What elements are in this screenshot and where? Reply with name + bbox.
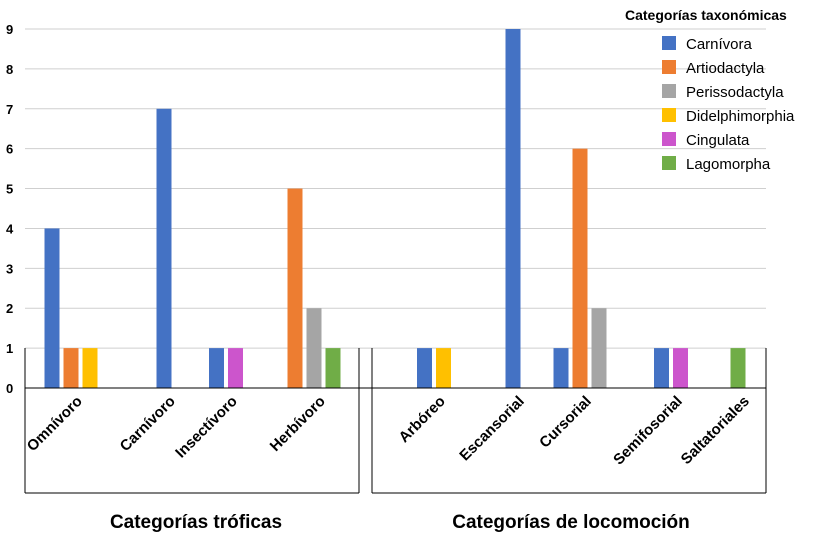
category-label: Herbívoro (267, 393, 329, 455)
y-tick-label: 3 (6, 261, 13, 276)
bar-omnívoro-didelphimorphia (82, 348, 98, 388)
y-tick-label: 6 (6, 142, 13, 157)
y-tick-label: 4 (6, 221, 14, 236)
group-title: Categorías de locomoción (452, 512, 690, 533)
bar-herbívoro-lagomorpha (325, 348, 341, 388)
bar-semifosorial-cingulata (673, 348, 688, 388)
legend-swatch (662, 108, 676, 122)
y-tick-label: 2 (6, 301, 13, 316)
bar-omnívoro-carnívora (44, 228, 60, 388)
bar-insectívoro-cingulata (228, 348, 243, 388)
bar-escansorial-carnívora (505, 29, 521, 388)
y-tick-label: 0 (6, 381, 13, 396)
bar-cursorial-artiodactyla (572, 148, 588, 388)
bar-arbóreo-carnívora (417, 348, 432, 388)
bar-saltatoriales-lagomorpha (730, 348, 746, 388)
category-label: Cursorial (536, 393, 595, 452)
category-label: Semifosorial (610, 393, 686, 469)
bar-semifosorial-carnívora (654, 348, 669, 388)
y-tick-label: 5 (6, 182, 13, 197)
y-tick-label: 7 (6, 102, 13, 117)
category-label: Omnívoro (24, 393, 86, 455)
y-tick-label: 8 (6, 62, 13, 77)
legend-swatch (662, 60, 676, 74)
legend-swatch (662, 132, 676, 146)
bar-cursorial-perissodactyla (591, 308, 607, 388)
legend-swatch (662, 36, 676, 50)
legend-label: Carnívora (686, 36, 753, 53)
category-label: Escansorial (456, 393, 528, 465)
category-label: Arbóreo (396, 393, 449, 446)
legend-label: Lagomorpha (686, 156, 771, 173)
category-label: Insectívoro (172, 393, 241, 462)
y-tick-label: 1 (6, 341, 13, 356)
bar-herbívoro-artiodactyla (287, 188, 303, 388)
legend-swatch (662, 156, 676, 170)
bar-herbívoro-perissodactyla (306, 308, 322, 388)
category-label: Carnívoro (117, 393, 179, 455)
bar-insectívoro-carnívora (209, 348, 224, 388)
bar-arbóreo-didelphimorphia (436, 348, 451, 388)
group-title: Categorías tróficas (110, 512, 282, 533)
legend-swatch (662, 84, 676, 98)
legend-label: Perissodactyla (686, 84, 784, 101)
legend-label: Artiodactyla (686, 60, 765, 77)
legend-title: Categorías taxonómicas (625, 7, 787, 23)
bar-cursorial-carnívora (553, 348, 569, 388)
bar-carnívoro-carnívora (156, 108, 172, 389)
legend-label: Cingulata (686, 132, 750, 149)
bar-omnívoro-artiodactyla (63, 348, 79, 388)
legend-label: Didelphimorphia (686, 108, 795, 125)
y-tick-label: 9 (6, 22, 13, 37)
category-label: Saltatoriales (678, 393, 753, 468)
